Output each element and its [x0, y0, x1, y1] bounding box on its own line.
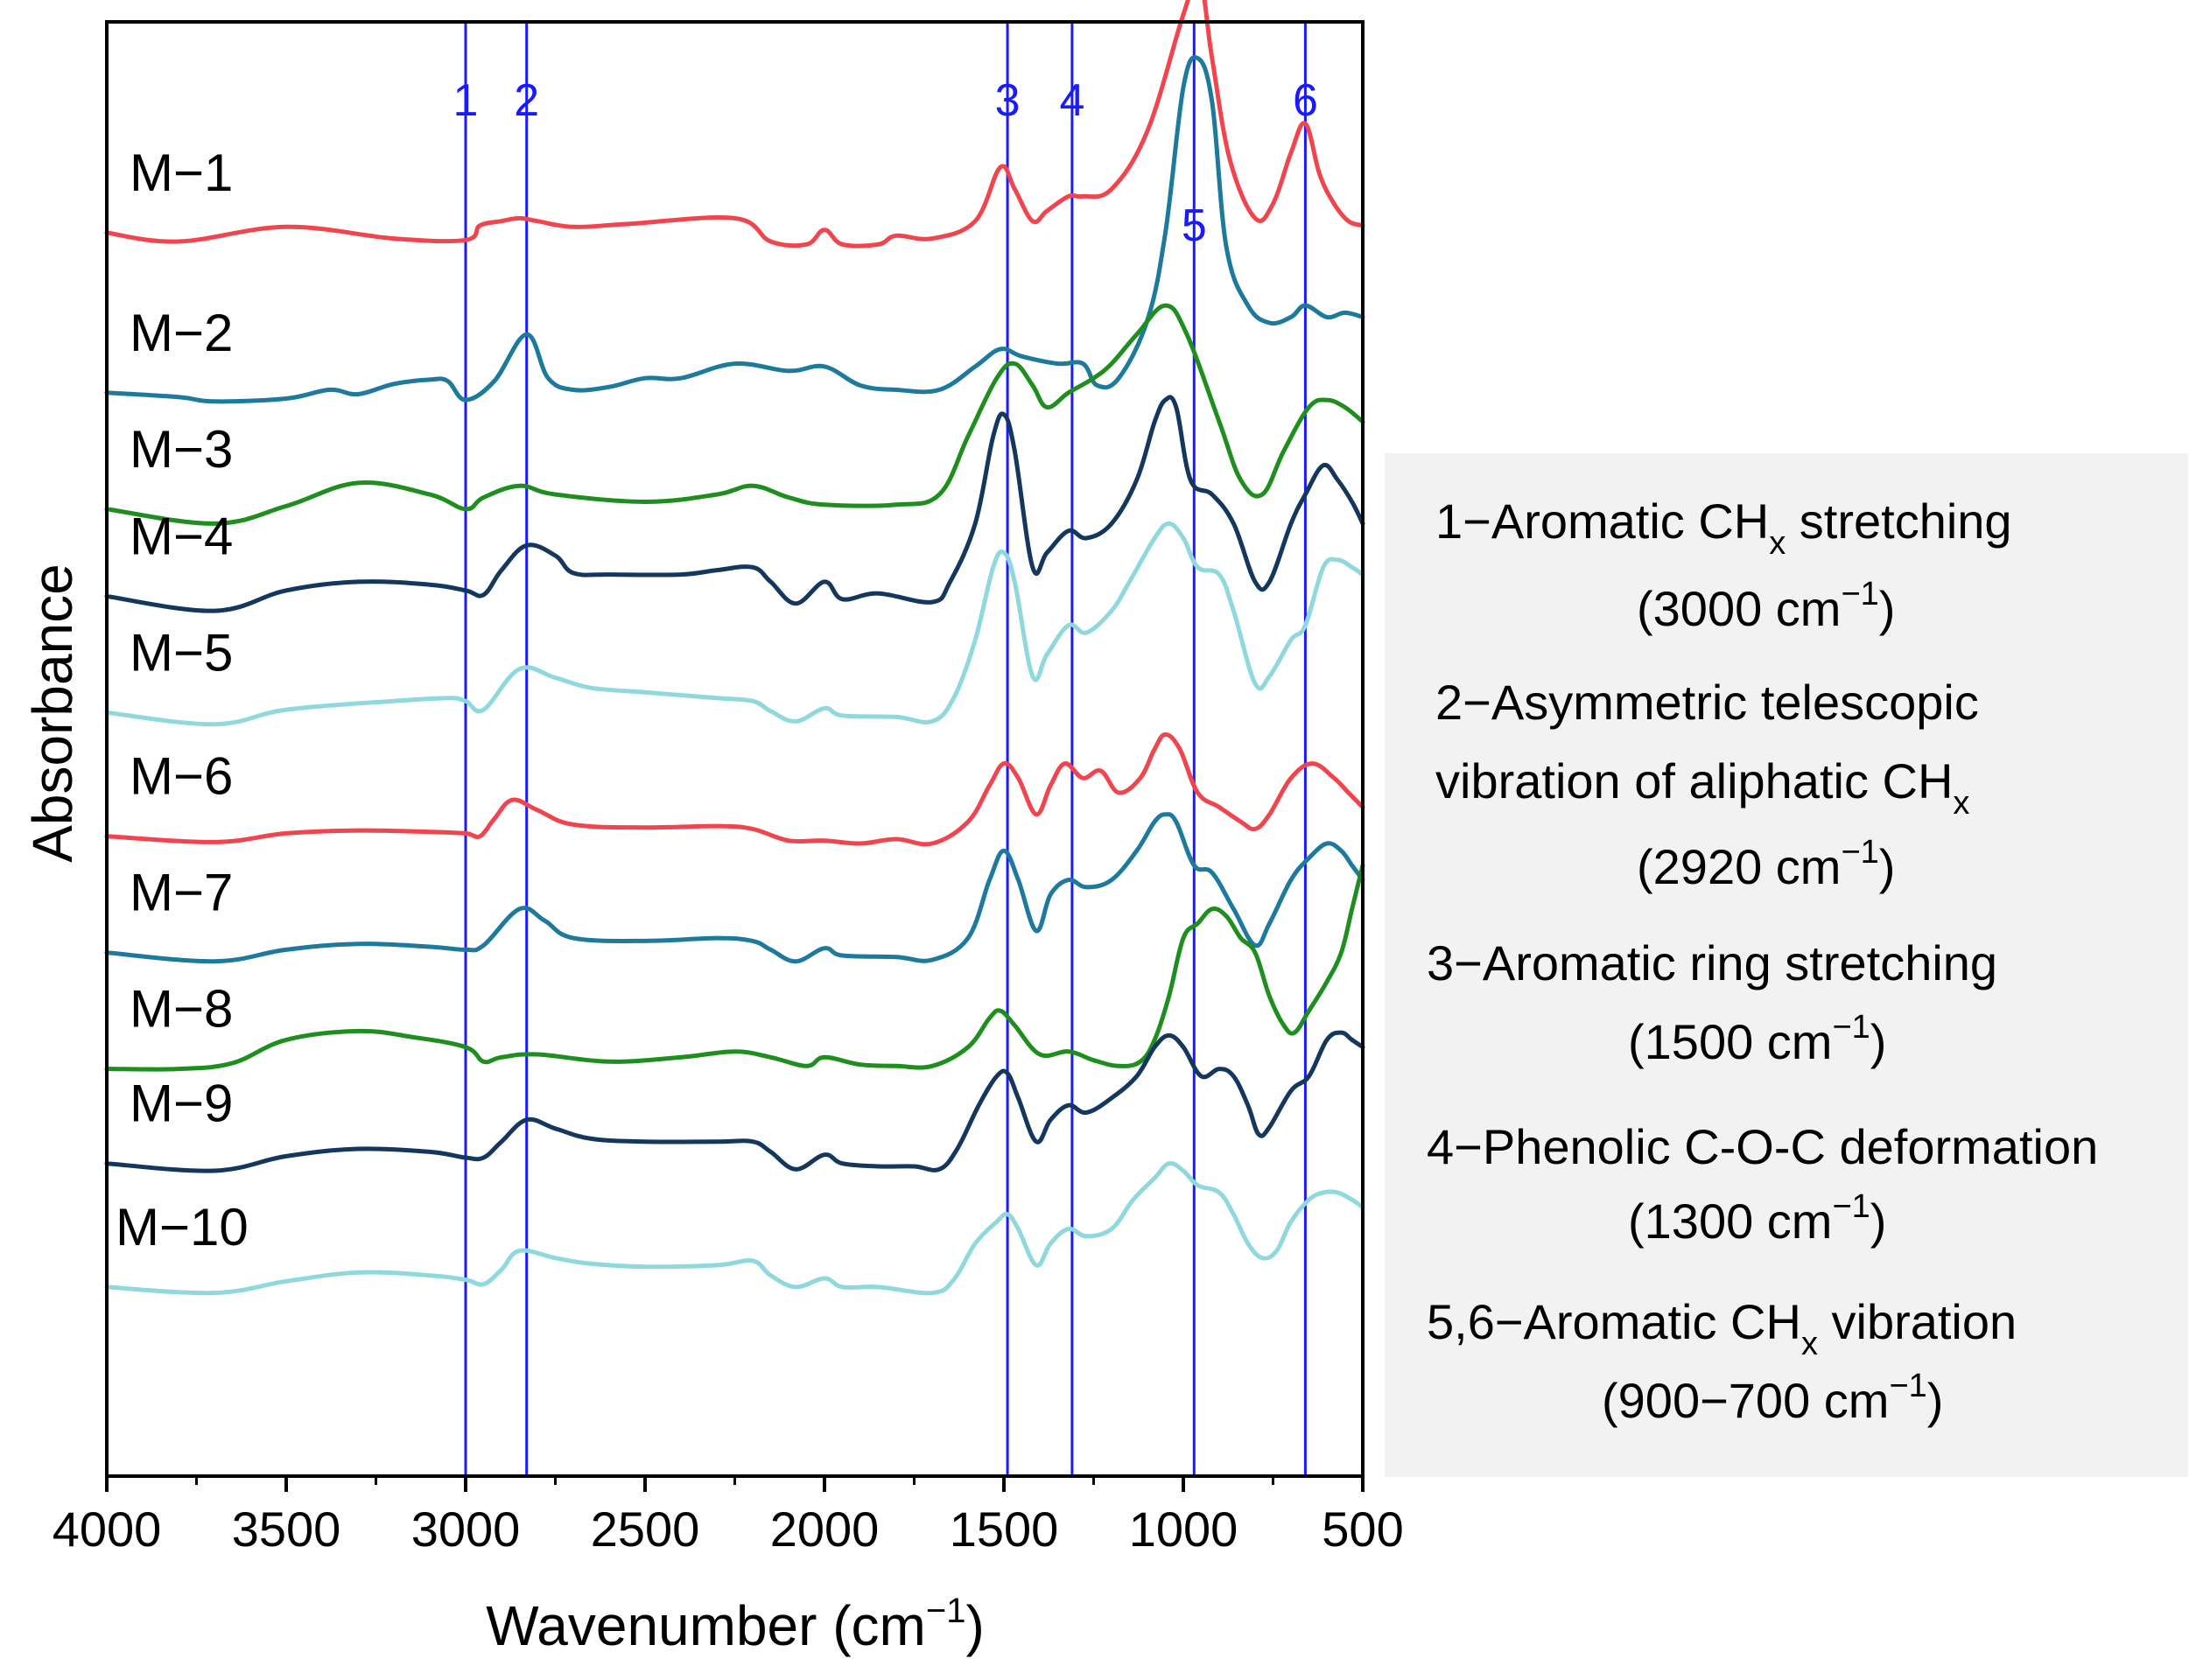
legend-entries: 1−Aromatic CHx stretching(3000 cm−1)2−As… [1427, 494, 2098, 1428]
legend-run: 5,6−Aromatic CH [1427, 1294, 1801, 1349]
series-label-1: M−1 [130, 144, 233, 202]
legend-run: ) [1927, 1373, 1944, 1428]
x-axis-title: Wavenumber (cm−1) [486, 1592, 985, 1657]
series-line-10 [104, 1160, 1365, 1296]
x-tick-label-3500: 3500 [232, 1502, 341, 1557]
x-axis-title-text: Wavenumber (cm [486, 1594, 926, 1657]
series-label-8: M−8 [130, 980, 233, 1039]
legend-run: ) [1870, 1014, 1887, 1069]
legend-run: (1300 cm [1628, 1194, 1832, 1249]
series-line-7 [104, 812, 1365, 964]
series-label-9: M−9 [130, 1074, 233, 1133]
legend-run: −1 [1841, 834, 1878, 871]
series-line-3 [104, 303, 1365, 526]
series-line-8 [104, 863, 1365, 1072]
legend-run: stretching [1786, 494, 2011, 549]
legend-entry-5-line-2: (900−700 cm−1) [1602, 1368, 1943, 1428]
legend-run: (900−700 cm [1602, 1373, 1889, 1428]
series-line-4 [104, 395, 1365, 613]
series-line-2 [104, 54, 1365, 404]
x-tick-label-2000: 2000 [770, 1502, 880, 1557]
x-tick-label-500: 500 [1322, 1502, 1403, 1557]
legend-run: vibration of aliphatic CH [1435, 753, 1953, 808]
legend-run: −1 [1832, 1009, 1870, 1046]
x-axis-title-sup: −1 [926, 1592, 966, 1630]
series-line-9 [104, 1030, 1365, 1173]
x-tick-label-3000: 3000 [411, 1502, 521, 1557]
series-label-6: M−6 [130, 747, 233, 806]
legend-run: −1 [1889, 1368, 1926, 1404]
legend-run: 1−Aromatic CH [1435, 494, 1769, 549]
series-label-10: M−10 [116, 1198, 249, 1256]
legend-run: x [1801, 1326, 1818, 1362]
legend-panel: 1−Aromatic CHx stretching(3000 cm−1)2−As… [1385, 453, 2188, 1477]
series-line-5 [104, 521, 1365, 727]
legend-entry-4-line-1: 4−Phenolic C-O-C deformation [1427, 1119, 2098, 1174]
series-label-7: M−7 [130, 864, 233, 922]
series-line-1 [104, 0, 1365, 248]
x-tick-label-4000: 4000 [53, 1502, 162, 1557]
marker-label-6: 6 [1293, 75, 1318, 126]
legend-run: x [1769, 525, 1786, 562]
legend-entry-3-line-1: 3−Aromatic ring stretching [1427, 935, 1997, 990]
spectra [104, 0, 1365, 1296]
legend-entry-1-line-2: (3000 cm−1) [1637, 576, 1895, 636]
x-tick-label-1000: 1000 [1129, 1502, 1238, 1557]
series-label-3: M−3 [130, 420, 233, 479]
legend-run: x [1953, 785, 1969, 822]
y-axis-title: Absorbance [21, 564, 84, 863]
marker-label-1: 1 [453, 75, 479, 126]
legend-entry-2-line-1: 2−Asymmetric telescopic [1435, 675, 1979, 730]
x-tick-label-1500: 1500 [950, 1502, 1059, 1557]
x-tick-label-2500: 2500 [591, 1502, 700, 1557]
x-axis-title-close: ) [965, 1594, 984, 1657]
legend-run: (3000 cm [1637, 581, 1841, 636]
legend-background [1385, 453, 2188, 1477]
legend-entry-2-line-3: (2920 cm−1) [1637, 834, 1895, 894]
legend-entry-4-line-2: (1300 cm−1) [1628, 1188, 1886, 1249]
legend-run: ) [1870, 1194, 1887, 1249]
series-label-2: M−2 [130, 304, 233, 362]
series-label-5: M−5 [130, 623, 233, 682]
x-axis-ticks: 4000 3500 3000 2500 2000 1500 1000 500 [53, 1476, 1404, 1557]
marker-label-5: 5 [1182, 200, 1207, 251]
legend-entry-3-line-2: (1500 cm−1) [1628, 1009, 1886, 1069]
legend-entry-1-line-1: 1−Aromatic CHx stretching [1435, 494, 2012, 562]
marker-label-3: 3 [995, 75, 1021, 126]
legend-run: 4−Phenolic C-O-C deformation [1427, 1119, 2098, 1174]
legend-run: ) [1879, 581, 1896, 636]
legend-entry-5-line-1: 5,6−Aromatic CHx vibration [1427, 1294, 2017, 1362]
legend-run: 2−Asymmetric telescopic [1435, 675, 1979, 730]
legend-run: (1500 cm [1628, 1014, 1832, 1069]
legend-entry-2-line-2: vibration of aliphatic CHx [1435, 753, 1969, 822]
legend-run: (2920 cm [1637, 839, 1841, 894]
marker-label-2: 2 [514, 75, 539, 126]
series-label-4: M−4 [130, 507, 233, 565]
legend-run: −1 [1832, 1188, 1870, 1225]
legend-run: ) [1879, 839, 1896, 894]
legend-run: 3−Aromatic ring stretching [1427, 935, 1997, 990]
sample-labels: M−1 M−2 M−3 M−4 M−5 M−6 M−7 M−8 M−9 M−10 [116, 144, 249, 1256]
marker-label-4: 4 [1059, 75, 1084, 126]
legend-run: −1 [1841, 576, 1878, 612]
legend-run: vibration [1818, 1294, 2017, 1349]
peak-markers: 1 2 3 456 [453, 22, 1318, 1476]
series-line-6 [104, 732, 1365, 847]
